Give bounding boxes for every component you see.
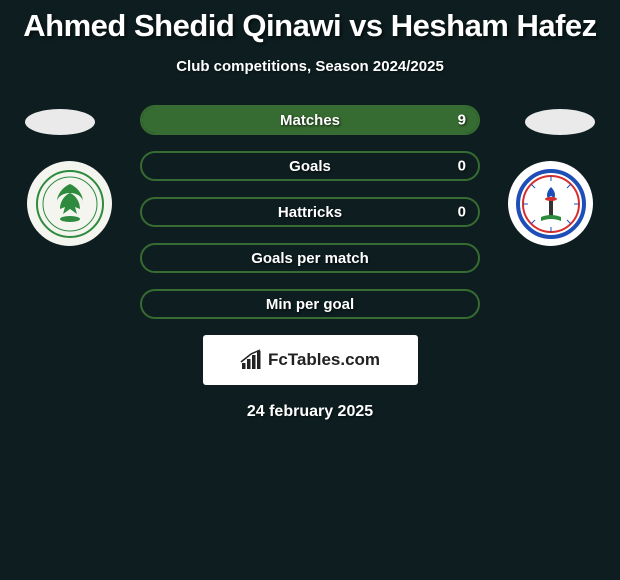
bar-label: Goals xyxy=(289,158,331,175)
bar-label: Matches xyxy=(280,112,340,129)
stat-bar-min-per-goal: Min per goal xyxy=(140,289,480,319)
stat-bar-goals: Goals 0 xyxy=(140,151,480,181)
page-title: Ahmed Shedid Qinawi vs Hesham Hafez xyxy=(0,0,620,44)
stat-bar-goals-per-match: Goals per match xyxy=(140,243,480,273)
eagle-crest-icon xyxy=(35,169,105,239)
stat-bar-hattricks: Hattricks 0 xyxy=(140,197,480,227)
bar-label: Hattricks xyxy=(278,204,342,221)
brand-text: FcTables.com xyxy=(268,350,380,370)
bar-value-right: 0 xyxy=(458,158,466,175)
player-flag-left xyxy=(25,109,95,135)
stat-bars: Matches 9 Goals 0 Hattricks 0 Goals per match M… xyxy=(140,105,480,319)
comparison-area: Matches 9 Goals 0 Hattricks 0 Goals per match M… xyxy=(0,105,620,421)
bar-label: Goals per match xyxy=(251,250,369,267)
bar-label: Min per goal xyxy=(266,296,354,313)
player-flag-right xyxy=(525,109,595,135)
bar-chart-icon xyxy=(240,349,264,371)
stat-bar-matches: Matches 9 xyxy=(140,105,480,135)
club-logo-left xyxy=(27,161,112,246)
page-subtitle: Club competitions, Season 2024/2025 xyxy=(0,58,620,75)
date-line: 24 february 2025 xyxy=(0,403,620,421)
bar-value-right: 9 xyxy=(458,112,466,129)
torch-crest-icon xyxy=(516,169,586,239)
bar-value-right: 0 xyxy=(458,204,466,221)
club-logo-right xyxy=(508,161,593,246)
brand-box: FcTables.com xyxy=(203,335,418,385)
